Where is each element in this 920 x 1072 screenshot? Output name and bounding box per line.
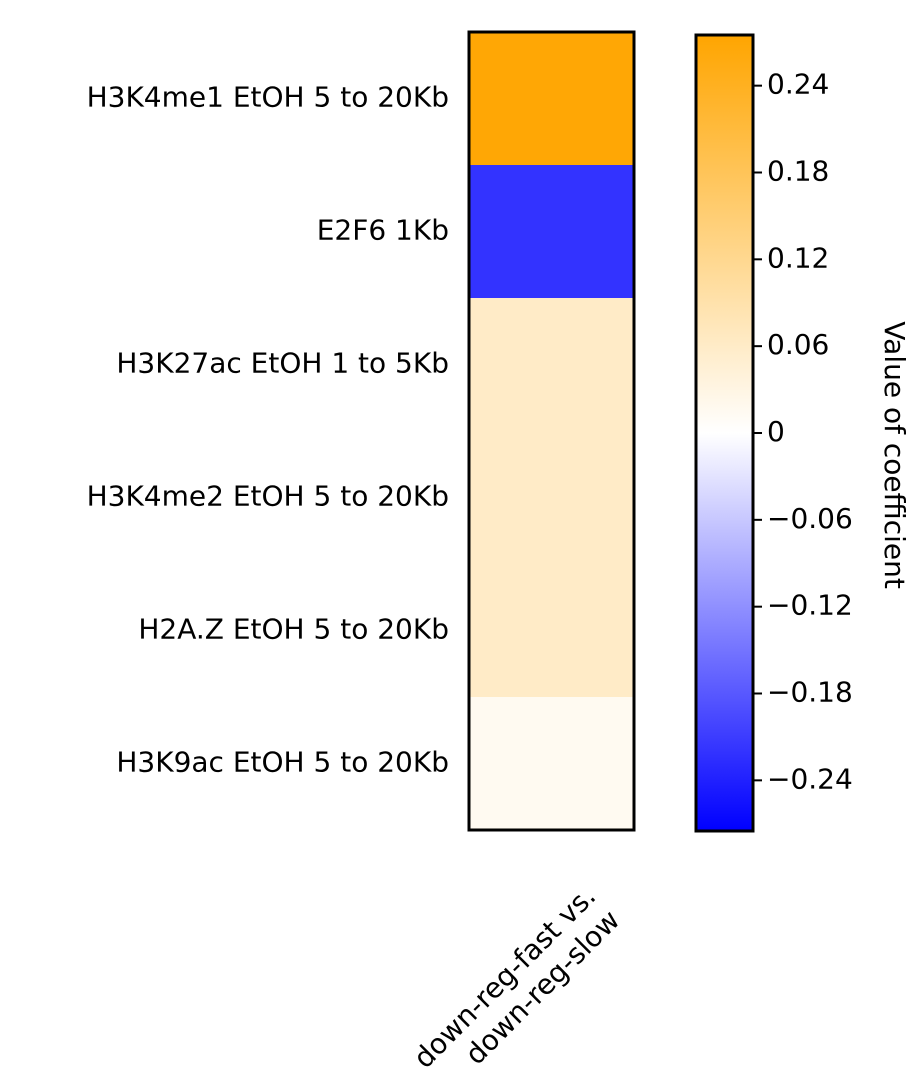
heatmap-cells	[469, 32, 635, 831]
colorbar-tick-label: 0	[767, 415, 785, 448]
column-labels: down-reg-fast vs.down-reg-slow	[407, 879, 626, 1072]
heatmap-cell	[469, 431, 635, 565]
row-label: H3K4me2 EtOH 5 to 20Kb	[87, 480, 449, 513]
heatmap-cell	[469, 32, 635, 166]
heatmap-cell	[469, 697, 635, 831]
heatmap-cell	[469, 165, 635, 299]
row-label: H3K4me1 EtOH 5 to 20Kb	[87, 81, 449, 114]
row-label: E2F6 1Kb	[317, 214, 449, 247]
colorbar-tick-label: −0.18	[767, 676, 853, 709]
colorbar-tick-label: 0.12	[767, 241, 829, 274]
row-labels: H3K4me1 EtOH 5 to 20Kb E2F6 1Kb H3K27ac Et…	[87, 81, 449, 779]
colorbar-tick-label: −0.06	[767, 502, 853, 535]
heatmap-frame	[467, 30, 636, 832]
heatmap-cell	[469, 564, 635, 698]
colorbar-tick-label: 0.18	[767, 154, 829, 187]
colorbar-ticks: 0.24 0.18 0.12 0.06 0 −0.06 −0.12 −0.18 −0.24	[752, 68, 853, 795]
column-label: down-reg-fast vs.down-reg-slow	[407, 879, 626, 1072]
row-label: H2A.Z EtOH 5 to 20Kb	[138, 613, 449, 646]
colorbar-tick-label: 0.06	[767, 328, 829, 361]
colorbar	[694, 33, 755, 833]
colorbar-tick-label: −0.24	[767, 762, 853, 795]
heatmap-cell	[469, 298, 635, 432]
colorbar-tick-label: 0.24	[767, 68, 829, 101]
row-label: H3K9ac EtOH 5 to 20Kb	[116, 746, 449, 779]
colorbar-label: Value of coefficient	[878, 321, 911, 589]
row-label: H3K27ac EtOH 1 to 5Kb	[116, 347, 449, 380]
colorbar-tick-label: −0.12	[767, 589, 853, 622]
